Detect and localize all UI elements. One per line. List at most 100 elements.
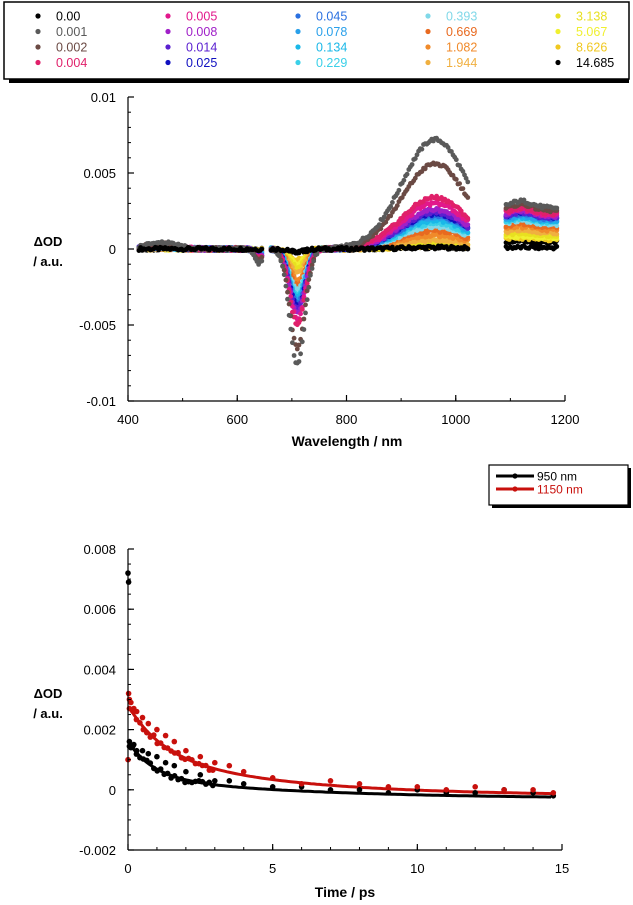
data-point <box>554 205 560 211</box>
data-point <box>164 770 171 777</box>
legend-marker <box>165 13 171 19</box>
legend-marker <box>555 44 561 50</box>
data-point <box>301 327 307 332</box>
spectra-legend: 0.000.0010.0020.0040.0050.0080.0140.0250… <box>3 1 630 83</box>
y-axis-label-unit: / a.u. <box>33 706 63 721</box>
data-point <box>283 277 289 283</box>
data-point <box>162 732 169 739</box>
data-point <box>356 781 363 787</box>
legend-marker <box>425 44 431 50</box>
data-point <box>554 231 560 237</box>
y-tick-label: -0.01 <box>86 394 116 409</box>
legend-marker <box>295 13 301 19</box>
legend-label: 3.138 <box>576 10 607 24</box>
data-point <box>443 787 450 793</box>
data-point <box>269 784 276 790</box>
data-point <box>414 152 420 158</box>
data-point <box>385 784 392 790</box>
data-point <box>412 175 418 181</box>
data-point <box>412 156 418 162</box>
legend-label: 0.008 <box>186 25 217 39</box>
data-point <box>212 778 218 784</box>
spectrum-series <box>136 193 560 328</box>
x-axis-label: Time / ps <box>315 884 376 900</box>
data-point <box>128 699 134 706</box>
legend-marker <box>425 28 431 35</box>
data-point <box>259 254 265 260</box>
y-tick-label: -0.005 <box>79 318 116 333</box>
data-point <box>283 283 289 289</box>
y-tick-label: 0.005 <box>83 166 116 181</box>
spectrum-series <box>136 206 560 315</box>
legend-marker <box>165 28 171 35</box>
data-point <box>280 264 285 269</box>
data-point <box>281 272 287 278</box>
x-tick-label: 10 <box>410 861 424 876</box>
spectrum-series <box>136 217 560 292</box>
data-point <box>390 200 395 205</box>
data-point <box>175 749 181 756</box>
y-axis-label: ΔOD <box>34 686 63 701</box>
data-point <box>145 750 152 757</box>
data-point <box>154 726 160 733</box>
y-tick-label: 0 <box>109 242 116 257</box>
legend-marker <box>165 59 171 66</box>
data-point <box>388 204 394 209</box>
data-point <box>130 708 136 715</box>
data-point <box>306 284 312 290</box>
legend-marker <box>35 44 41 50</box>
legend-marker <box>35 59 41 66</box>
data-point <box>457 163 462 168</box>
data-point <box>465 179 471 185</box>
spectrum-series <box>136 243 560 256</box>
data-point <box>457 181 462 187</box>
data-point <box>133 751 140 757</box>
legend-label: 14.685 <box>576 56 614 70</box>
legend-label: 0.004 <box>56 56 87 70</box>
legend-marker <box>165 44 171 50</box>
data-point <box>472 790 479 796</box>
data-point <box>130 743 136 749</box>
data-point <box>298 781 305 787</box>
data-point <box>183 768 189 775</box>
data-point <box>309 262 315 268</box>
x-tick-label: 0 <box>124 861 131 876</box>
legend-marker <box>555 59 561 66</box>
data-point <box>183 747 189 754</box>
x-axis-label: Wavelength / nm <box>292 433 403 449</box>
data-point <box>550 790 557 796</box>
legend-label: 0.045 <box>316 10 347 24</box>
spectrum-series <box>136 208 560 312</box>
legend-label: 950 nm <box>537 470 577 484</box>
data-point <box>171 738 178 745</box>
data-point <box>554 244 560 249</box>
spectrum-series <box>136 209 560 309</box>
data-point <box>296 359 302 364</box>
y-tick-label: 0 <box>109 783 116 798</box>
spectrum-series <box>136 211 560 305</box>
data-point <box>278 258 284 264</box>
data-point <box>290 340 295 346</box>
data-point <box>465 195 471 200</box>
data-point <box>157 740 164 746</box>
data-point <box>303 310 308 316</box>
legend-label: 0.001 <box>56 25 87 39</box>
legend-label: 5.067 <box>576 25 607 39</box>
data-point <box>154 753 160 760</box>
data-point <box>388 213 394 219</box>
y-tick-label: -0.002 <box>79 843 116 858</box>
y-tick-label: 0.01 <box>91 90 116 105</box>
y-tick-label: 0.004 <box>83 662 116 677</box>
legend-marker <box>555 28 561 35</box>
data-point <box>463 175 469 181</box>
data-point <box>139 714 146 721</box>
data-point <box>226 762 233 769</box>
legend-label: 0.669 <box>446 25 477 39</box>
data-point <box>530 787 536 793</box>
data-point <box>259 258 265 264</box>
legend-label: 0.00 <box>56 10 80 24</box>
